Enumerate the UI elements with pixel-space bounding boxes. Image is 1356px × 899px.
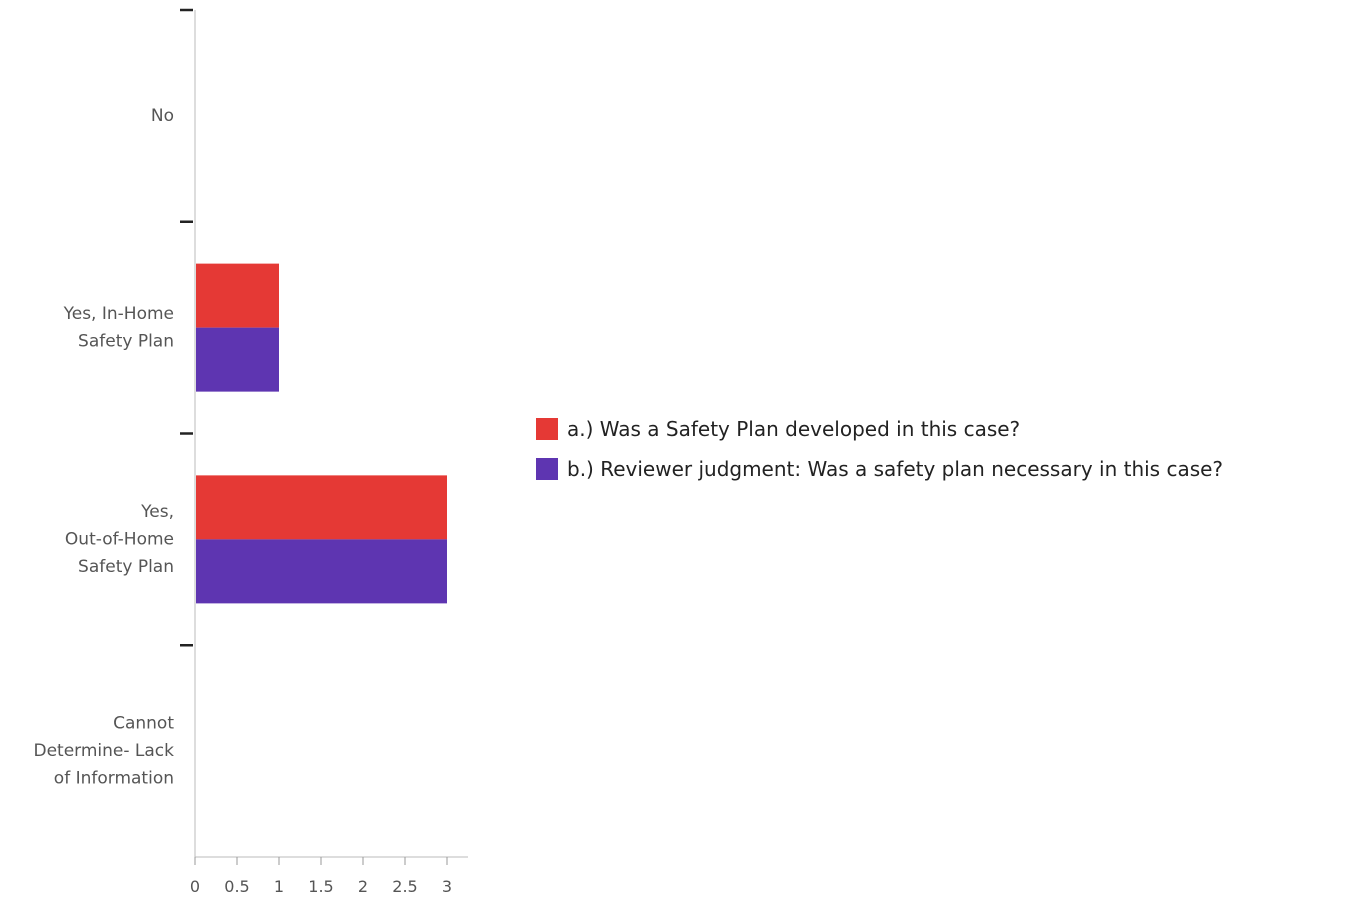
- legend: a.) Was a Safety Plan developed in this …: [536, 416, 1223, 496]
- category-label: Out-of-Home: [65, 529, 174, 549]
- category-label: Determine- Lack: [34, 741, 175, 761]
- legend-item-series-a: a.) Was a Safety Plan developed in this …: [536, 416, 1223, 442]
- category-label: of Information: [54, 769, 174, 789]
- category-label: Safety Plan: [78, 557, 174, 577]
- x-tick-label: 1.5: [308, 877, 333, 896]
- axes-group: [180, 8, 468, 865]
- x-tick-label: 0.5: [224, 877, 249, 896]
- category-label: Yes,: [140, 502, 174, 522]
- x-tick-label: 1: [274, 877, 284, 896]
- x-tick-label: 0: [190, 877, 200, 896]
- category-label: Cannot: [113, 714, 174, 734]
- x-tick-label: 2: [358, 877, 368, 896]
- category-label: Yes, In-Home: [63, 304, 174, 324]
- x-tick-label: 3: [442, 877, 452, 896]
- legend-label-series-a: a.) Was a Safety Plan developed in this …: [567, 417, 1021, 441]
- bar-series-b-cat-1: [196, 327, 279, 392]
- category-label: Safety Plan: [78, 331, 174, 351]
- x-tick-label: 2.5: [392, 877, 417, 896]
- bars-group: [196, 263, 447, 604]
- legend-swatch-series-a: [536, 418, 558, 440]
- x-tick-labels-group: 0 0.5 1 1.5 2 2.5 3: [190, 877, 452, 896]
- bar-series-a-cat-1: [196, 263, 279, 328]
- legend-item-series-b: b.) Reviewer judgment: Was a safety plan…: [536, 456, 1223, 482]
- bar-series-b-cat-2: [196, 539, 447, 604]
- category-labels-group: No Yes, In-Home Safety Plan Yes, Out-of-Home…: [34, 106, 175, 789]
- category-label: No: [151, 106, 174, 126]
- legend-swatch-series-b: [536, 458, 558, 480]
- legend-label-series-b: b.) Reviewer judgment: Was a safety plan…: [567, 457, 1224, 481]
- bar-series-a-cat-2: [196, 475, 447, 540]
